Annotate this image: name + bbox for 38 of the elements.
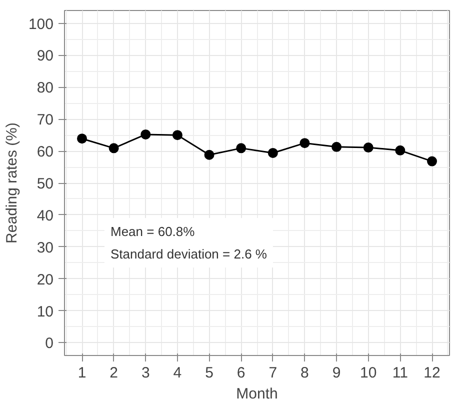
y-tick-label: 0 xyxy=(45,335,54,352)
point xyxy=(204,150,214,160)
y-tick-label: 50 xyxy=(36,176,54,192)
y-tick-label: 20 xyxy=(36,271,54,288)
y-tick-label: 60 xyxy=(36,144,54,161)
x-tick-label: 10 xyxy=(360,364,377,382)
x-tick-label: 6 xyxy=(236,364,246,382)
x-tick-label: 8 xyxy=(300,364,309,382)
y-tick-label: 90 xyxy=(36,48,54,65)
point xyxy=(77,134,87,144)
point xyxy=(108,143,119,154)
point xyxy=(140,129,151,140)
x-tick-label: 4 xyxy=(173,364,182,382)
point xyxy=(236,143,246,154)
x-tick-label: 5 xyxy=(205,364,214,382)
point xyxy=(427,156,437,166)
point xyxy=(395,145,406,156)
point xyxy=(172,130,182,140)
point xyxy=(268,148,278,158)
x-tick-label: 3 xyxy=(141,364,150,382)
x-tick-label: 2 xyxy=(110,364,118,382)
y-tick-label: 10 xyxy=(36,303,54,320)
x-tick-label: 1 xyxy=(78,364,86,382)
y-tick-label: 30 xyxy=(36,239,54,256)
x-tick-label: 7 xyxy=(268,364,278,382)
x-tick-label: 9 xyxy=(332,364,341,382)
point xyxy=(363,142,374,153)
y-axis-title: Reading rates (%) xyxy=(3,122,20,244)
y-tick-label: 100 xyxy=(28,16,54,33)
x-axis-title: Month xyxy=(236,386,278,402)
y-tick-label: 80 xyxy=(36,80,54,97)
point xyxy=(300,138,310,148)
y-tick-label: 40 xyxy=(36,207,54,224)
annotation: Mean = 60.8% Standard deviation = 2.6 % xyxy=(110,224,268,262)
point xyxy=(332,142,342,152)
y-tick-label: 70 xyxy=(36,112,54,129)
x-tick-label: 12 xyxy=(424,364,440,382)
x-tick-label: 11 xyxy=(392,364,408,382)
